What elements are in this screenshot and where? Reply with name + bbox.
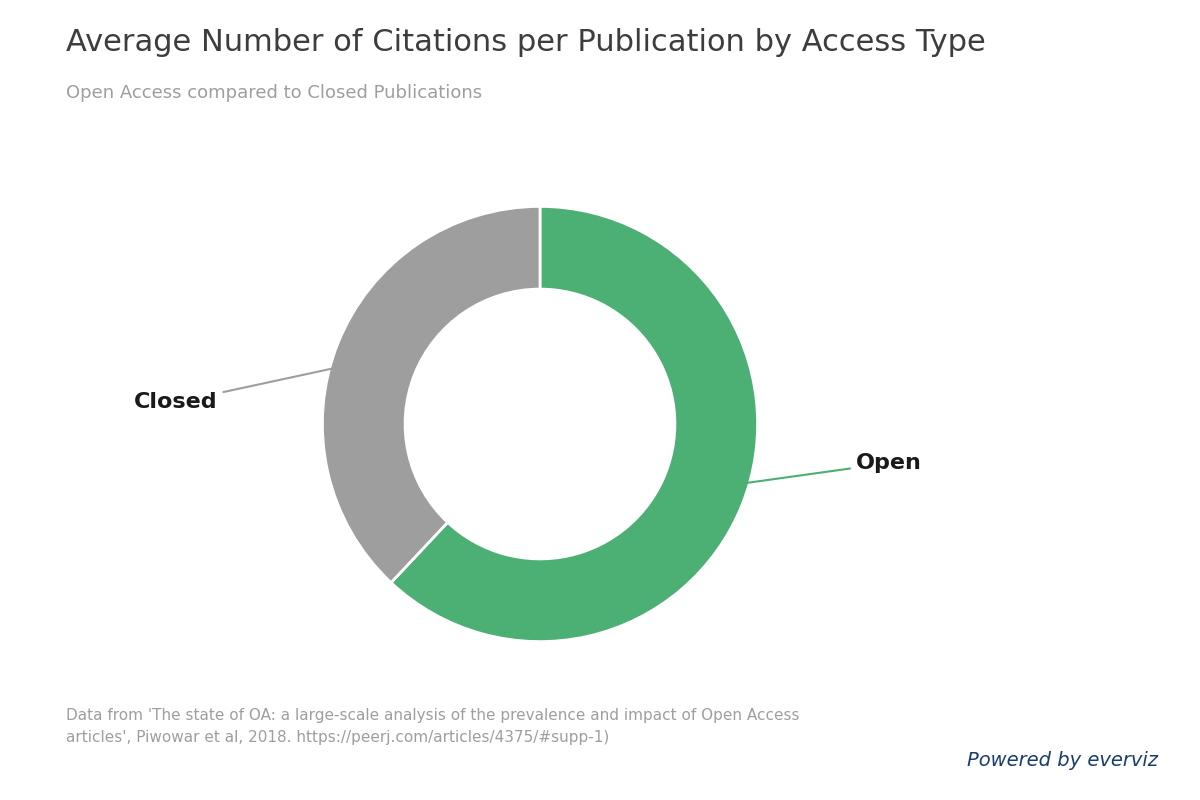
Wedge shape (323, 206, 540, 582)
Text: Open: Open (707, 453, 922, 489)
Text: Average Number of Citations per Publication by Access Type: Average Number of Citations per Publicat… (66, 28, 985, 57)
Text: Data from 'The state of OA: a large-scale analysis of the prevalence and impact : Data from 'The state of OA: a large-scal… (66, 708, 799, 746)
Wedge shape (391, 206, 757, 642)
Text: Powered by everviz: Powered by everviz (967, 750, 1158, 770)
Text: Open Access compared to Closed Publications: Open Access compared to Closed Publicati… (66, 84, 482, 102)
Text: Closed: Closed (134, 360, 373, 412)
